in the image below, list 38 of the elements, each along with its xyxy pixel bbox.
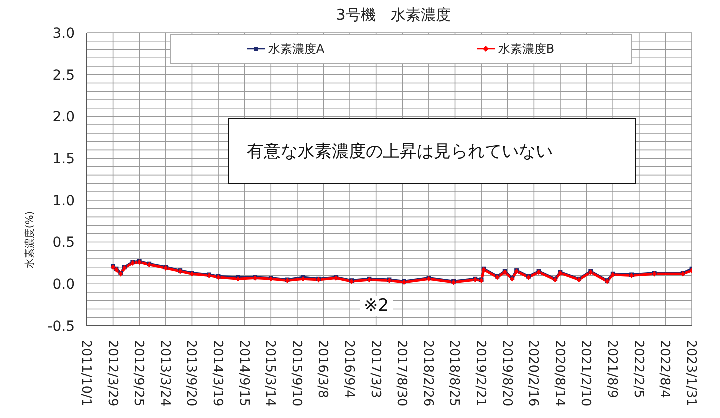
x-tick-label: 2012/9/25 — [131, 340, 146, 407]
x-tick-label: 2021/2/10 — [578, 340, 594, 407]
x-tick-label: 2013/9/20 — [184, 340, 199, 407]
x-tick-label: 2011/10/1 — [78, 340, 94, 407]
x-tick-label: 2021/8/9 — [604, 340, 620, 398]
x-tick-label: 2015/9/10 — [288, 340, 304, 407]
y-tick-label: 1.5 — [52, 151, 75, 168]
x-tick-label: 2018/8/25 — [446, 340, 462, 407]
x-tick-label: 2016/9/4 — [341, 340, 356, 398]
x-tick-label: 2019/2/21 — [473, 340, 488, 407]
legend-label: 水素濃度B — [498, 40, 555, 58]
x-tick-label: 2017/3/3 — [368, 340, 383, 398]
x-tick-label: 2022/8/4 — [657, 340, 672, 398]
callout-box: 有意な水素濃度の上昇は見られていない — [228, 118, 636, 184]
x-tick-label: 2017/8/30 — [394, 340, 410, 407]
x-tick-label: 2020/8/14 — [552, 340, 567, 407]
y-tick-label: 1.0 — [52, 193, 75, 210]
x-tick-label: 2015/3/14 — [262, 340, 278, 407]
y-tick-label: 2.5 — [52, 68, 75, 84]
chart-title: 3号機 水素濃度 — [335, 6, 452, 25]
annotation: ※2 — [360, 296, 394, 316]
legend-label: 水素濃度A — [268, 40, 325, 58]
x-tick-label: 2023/1/31 — [683, 340, 698, 407]
x-tick-label: 2022/2/5 — [630, 340, 646, 398]
y-axis-title: 水素濃度(%) — [24, 211, 37, 269]
x-tick-label: 2014/9/15 — [236, 340, 252, 407]
y-tick-label: 0.0 — [52, 277, 75, 294]
x-tick-label: 2016/3/8 — [315, 340, 330, 398]
y-tick-label: 3.0 — [52, 26, 75, 42]
x-tick-label: 2018/2/26 — [420, 340, 436, 407]
x-tick-label: 2014/3/19 — [210, 340, 225, 407]
x-tick-label: 2020/2/16 — [526, 340, 541, 407]
x-tick-label: 2013/3/24 — [157, 340, 172, 407]
y-tick-label: 0.5 — [52, 235, 75, 252]
x-tick-label: 2019/8/20 — [499, 340, 514, 407]
y-tick-label: -0.5 — [48, 318, 75, 335]
x-tick-label: 2012/3/29 — [104, 340, 120, 407]
y-tick-label: 2.0 — [52, 110, 75, 126]
